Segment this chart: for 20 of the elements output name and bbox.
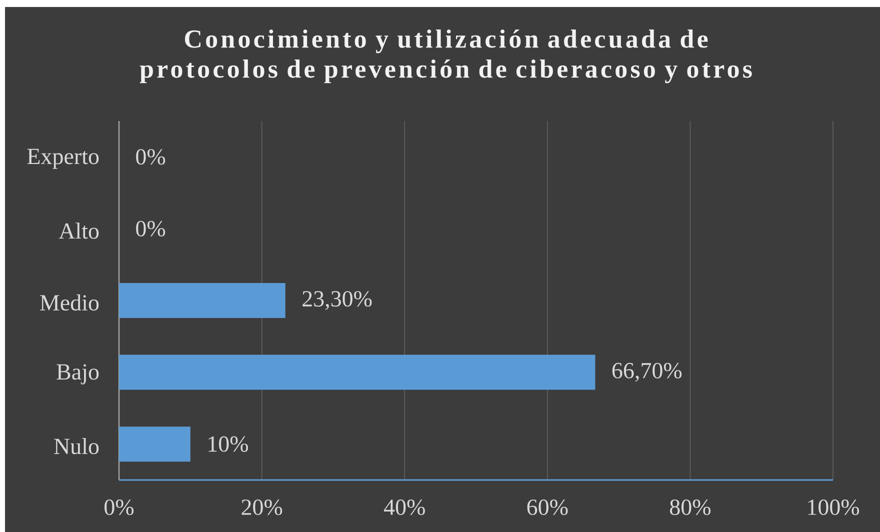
- data-label: 0%: [136, 220, 166, 236]
- y-tick-label: Medio: [40, 294, 99, 311]
- data-label: 23,30%: [302, 291, 372, 310]
- x-tick-label: 20%: [242, 500, 282, 516]
- x-tick-label: 40%: [384, 500, 425, 516]
- y-tick-label: Alto: [58, 222, 99, 239]
- data-label: 10%: [208, 436, 248, 452]
- x-tick-label: 80%: [670, 500, 711, 516]
- y-tick-label: Experto: [27, 148, 99, 169]
- x-tick-label: 100%: [808, 500, 860, 516]
- data-label: 66,70%: [612, 362, 682, 382]
- data-label: 0%: [136, 149, 166, 165]
- y-tick-label: Nulo: [54, 438, 99, 454]
- y-tick-label: Bajo: [56, 364, 99, 384]
- bar: [119, 354, 596, 390]
- chart-title: Conocimiento y utilización adecuada de protocolos de prevención de ciberacoso y otros: [140, 30, 752, 84]
- bar: [119, 282, 286, 318]
- x-tick-label: 60%: [527, 500, 568, 516]
- bar: [119, 426, 190, 462]
- x-tick-label: 0%: [104, 500, 134, 516]
